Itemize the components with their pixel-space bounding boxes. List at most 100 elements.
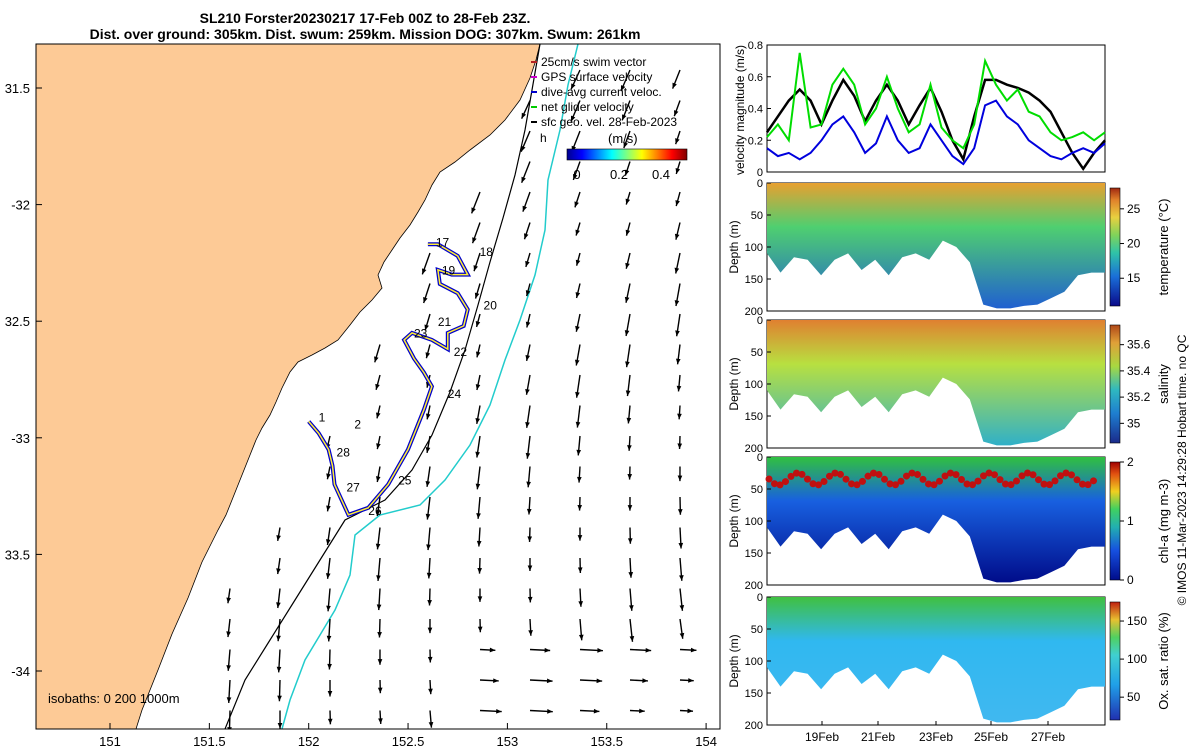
velocity-arrowhead — [376, 575, 381, 581]
chl-max-dot — [815, 481, 822, 489]
velocity-arrowhead — [327, 718, 333, 725]
velocity-arrowhead — [476, 540, 482, 547]
velocity-arrowhead — [575, 292, 581, 299]
velocity-arrowhead — [496, 708, 502, 714]
depth-tick: 100 — [745, 379, 763, 391]
chl-max-dot — [919, 475, 927, 483]
profile-variable-label: temperature (°C) — [1156, 199, 1171, 296]
depth-tick: 150 — [745, 274, 763, 286]
velocity-arrowhead — [527, 596, 533, 603]
velocity-series-line — [766, 99, 1106, 166]
velocity-arrowhead — [676, 385, 682, 392]
depth-label: Depth (m) — [727, 220, 741, 273]
velocity-arrow — [228, 710, 231, 729]
isobaths-label: isobaths: 0 200 1000m — [48, 691, 180, 706]
chl-max-dot — [941, 472, 949, 480]
velocity-arrowhead — [546, 678, 553, 684]
velocity-arrowhead — [525, 421, 530, 428]
velocity-arrowhead — [277, 723, 283, 729]
colorbar-tick: 100 — [1127, 652, 1147, 666]
day-label: 18 — [480, 245, 494, 259]
velocity-arrowhead — [628, 572, 634, 578]
chl-max-dot — [980, 472, 987, 480]
depth-tick: 50 — [751, 624, 763, 636]
velocity-arrowhead — [521, 145, 526, 152]
velocity-ytick: 0.6 — [748, 72, 763, 84]
depth-tick: 0 — [757, 315, 763, 327]
velocity-arrowhead — [690, 647, 697, 653]
velocity-arrowhead — [326, 505, 331, 512]
profile-panel: 0 50 100 150 200 Depth (m) 150 100 50 Ox. sat. ra… — [727, 592, 1171, 732]
velocity-arrowhead — [578, 601, 584, 607]
time-tick-label: 23Feb — [919, 730, 953, 744]
velocity-arrowhead — [576, 449, 582, 456]
velocity-arrowhead — [425, 413, 431, 420]
profile-panel: 0 50 100 150 200 Depth (m) 35.6 35.4 35.2 35 salin… — [727, 315, 1171, 455]
day-label: 23 — [414, 327, 428, 341]
velocity-arrowhead — [524, 233, 529, 240]
velocity-arrowhead — [629, 605, 634, 611]
chl-max-dot — [837, 470, 844, 478]
velocity-arrowhead — [475, 418, 481, 424]
velocity-arrowhead — [475, 351, 481, 358]
velocity-arrowhead — [476, 513, 481, 519]
velocity-arrowhead — [526, 508, 532, 515]
velocity-arrowhead — [624, 330, 630, 336]
velocity-arrowhead — [325, 539, 331, 545]
lat-tick-label: 33.5 — [5, 547, 30, 562]
velocity-arrowhead — [620, 85, 626, 92]
chl-max-dot — [1046, 481, 1053, 489]
colorbar-tick: 25 — [1127, 202, 1141, 216]
chl-max-dot — [925, 480, 932, 488]
velocity-arrowhead — [475, 451, 480, 458]
velocity-arrowhead — [577, 476, 582, 483]
velocity-arrowhead — [374, 356, 379, 363]
chl-max-dot — [985, 469, 993, 477]
velocity-arrowhead — [675, 168, 681, 174]
colorbar-tick: 15 — [1127, 271, 1141, 285]
velocity-arrowhead — [525, 260, 530, 267]
velocity-arrowhead — [674, 300, 680, 307]
velocity-arrowhead — [327, 691, 333, 697]
velocity-arrowhead — [625, 262, 630, 269]
velocity-arrowhead — [428, 721, 434, 728]
velocity-arrowhead — [547, 709, 553, 714]
depth-tick: 100 — [745, 242, 763, 254]
chl-max-dot — [787, 472, 795, 480]
day-label: 28 — [337, 445, 351, 459]
velocity-arrowhead — [525, 290, 531, 297]
velocity-arrowhead — [375, 412, 381, 419]
chl-max-dot — [1040, 480, 1048, 488]
profile-data-field — [767, 183, 1105, 309]
velocity-arrowhead — [674, 233, 680, 240]
depth-tick: 0 — [757, 452, 763, 464]
day-label: 25 — [398, 473, 412, 487]
velocity-ytick: 0.8 — [748, 40, 763, 52]
chl-max-dot — [826, 472, 833, 480]
velocity-arrowhead — [471, 207, 476, 214]
profile-data-field — [767, 320, 1105, 446]
depth-tick: 0 — [757, 592, 763, 604]
velocity-arrowhead — [688, 678, 694, 683]
velocity-arrowhead — [526, 481, 531, 488]
time-tick-label: 27Feb — [1031, 730, 1065, 744]
velocity-arrowhead — [423, 297, 428, 303]
depth-label: Depth (m) — [727, 357, 741, 410]
land-mass — [36, 44, 541, 729]
legend-label: dive-avg current veloc. — [541, 85, 662, 99]
chl-max-dot — [1007, 481, 1015, 489]
velocity-arrowhead — [625, 361, 630, 368]
velocity-arrowhead — [426, 544, 431, 551]
time-axis: 19Feb 21Feb 23Feb 25Feb 27Feb — [805, 721, 1065, 744]
velocity-arrowhead — [493, 678, 499, 683]
chl-max-dot — [1084, 481, 1092, 489]
velocity-arrowhead — [672, 82, 677, 89]
profile-colorbar — [1109, 324, 1121, 444]
chl-max-dot — [1073, 476, 1081, 484]
velocity-arrowhead — [472, 237, 477, 244]
colorbar-tick: 1 — [1127, 514, 1134, 528]
time-tick-label: 21Feb — [861, 730, 895, 744]
profile-data-field — [767, 457, 1105, 583]
velocity-arrowhead — [375, 383, 380, 390]
